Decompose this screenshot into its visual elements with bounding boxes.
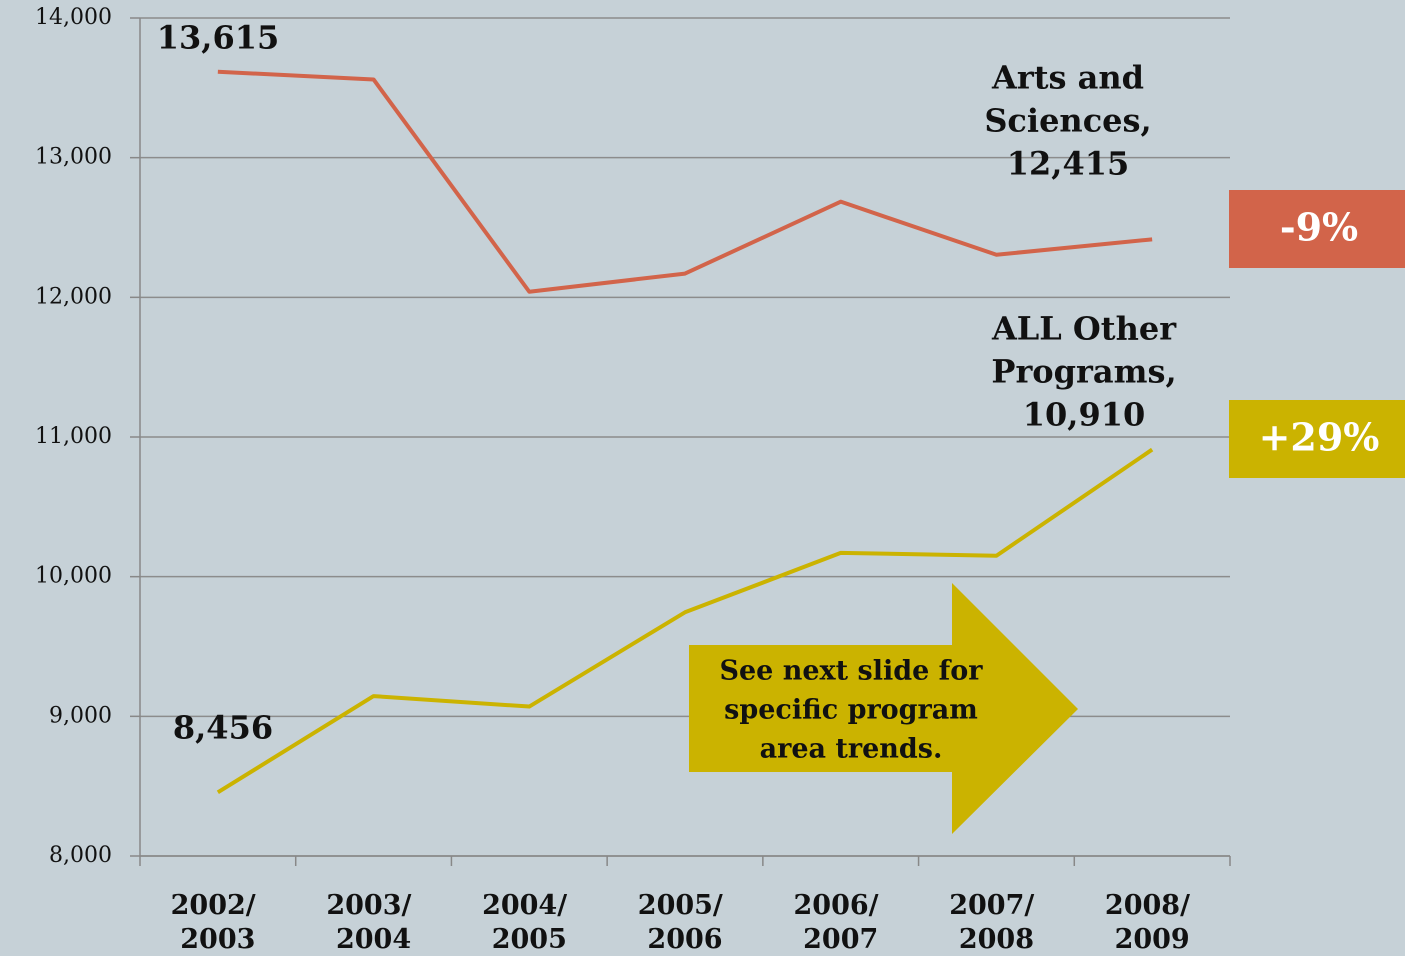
callout-text: See next slide for: [719, 656, 983, 687]
annotation: 10,910: [1023, 396, 1145, 434]
badge-text: -9%: [1280, 205, 1358, 250]
y-tick-label: 14,000: [35, 5, 112, 30]
badge-text: +29%: [1259, 415, 1380, 460]
annotation: ALL Other: [991, 310, 1177, 348]
x-tick-label: 2002/ 2003: [171, 890, 265, 955]
y-tick-label: 13,000: [35, 145, 112, 170]
x-tick-label: 2006/ 2007: [794, 890, 888, 955]
annotation: 13,615: [157, 19, 279, 57]
callout-text: specific program: [724, 695, 978, 726]
badge-box: [1229, 400, 1405, 478]
x-tick-label: 2007/ 2008: [949, 890, 1043, 955]
badge-box: [1229, 190, 1405, 268]
annotation: Programs,: [991, 353, 1176, 391]
y-tick-label: 12,000: [35, 284, 112, 309]
line-series: [217, 69, 1153, 294]
x-tick-label: 2003/ 2004: [326, 890, 420, 955]
annotation: 8,456: [173, 709, 273, 747]
y-tick-label: 9,000: [49, 703, 112, 728]
y-tick-label: 11,000: [35, 424, 112, 449]
line-series: [216, 447, 1154, 795]
annotation: Sciences,: [984, 102, 1151, 140]
annotation: 12,415: [1007, 145, 1129, 183]
y-tick-label: 8,000: [49, 843, 112, 868]
x-tick-label: 2005/ 2006: [638, 890, 732, 955]
annotation: Arts and: [991, 59, 1144, 97]
x-tick-label: 2008/ 2009: [1105, 890, 1199, 955]
callout-text: area trends.: [760, 734, 943, 765]
y-tick-label: 10,000: [35, 564, 112, 589]
callout-arrow: [689, 583, 1078, 834]
x-tick-label: 2004/ 2005: [482, 890, 576, 955]
